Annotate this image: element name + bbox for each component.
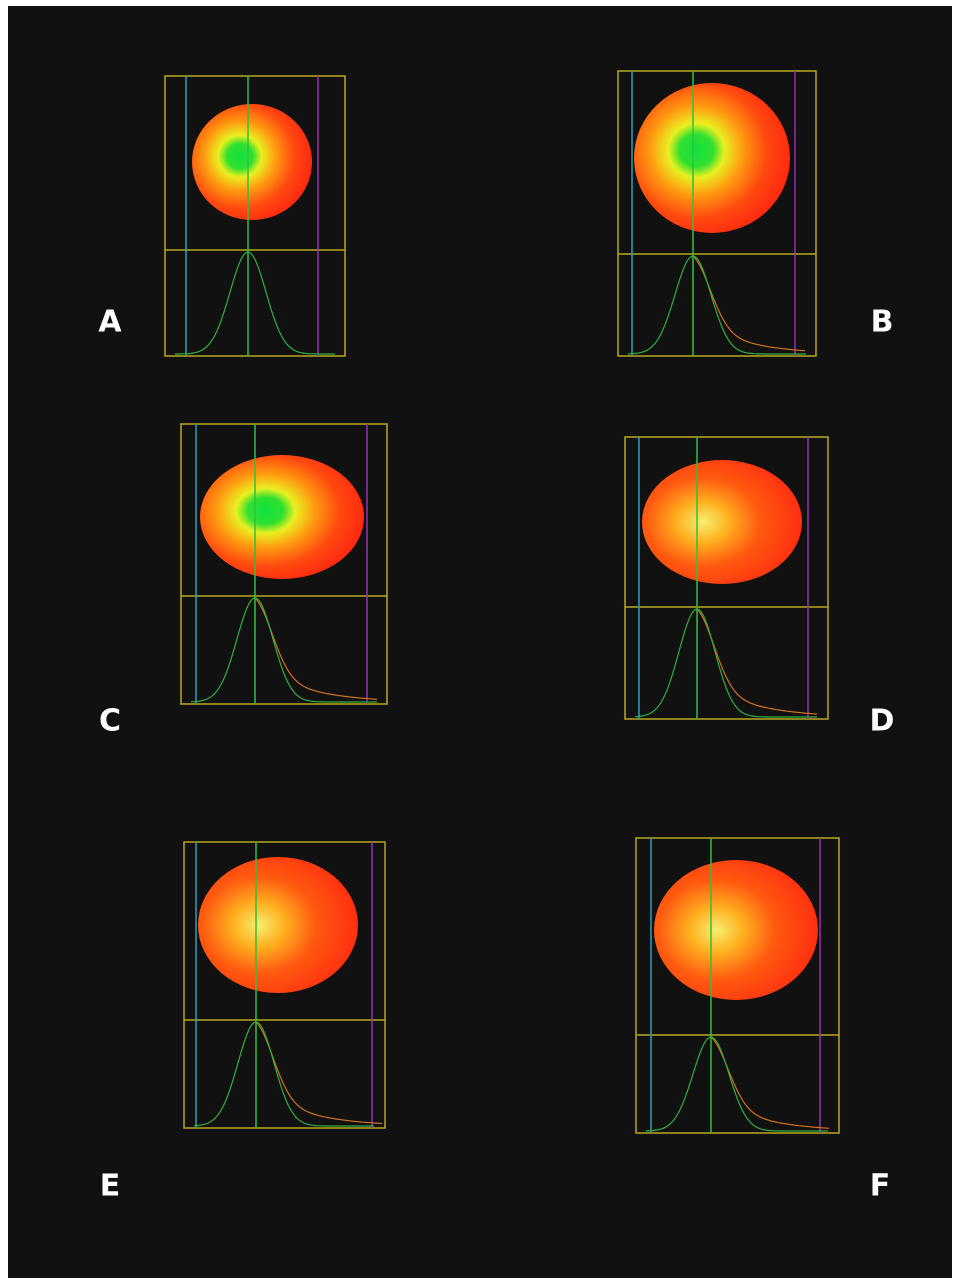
comet xyxy=(654,860,818,1000)
panel-label: F xyxy=(870,1169,891,1204)
panel-label: C xyxy=(99,704,121,739)
figure: A B C D E F xyxy=(0,0,958,1283)
panel-label: D xyxy=(870,704,895,739)
page: ABCDEF (() => { const data = JSON.parse(… xyxy=(0,0,958,1283)
panel-label: B xyxy=(871,305,894,340)
panel-label: E xyxy=(100,1169,121,1204)
comet xyxy=(192,104,312,220)
comet xyxy=(200,455,364,579)
comet xyxy=(198,857,358,993)
panel-label: A xyxy=(98,305,122,340)
comet xyxy=(634,83,790,233)
background xyxy=(8,6,952,1278)
comet xyxy=(642,460,802,584)
